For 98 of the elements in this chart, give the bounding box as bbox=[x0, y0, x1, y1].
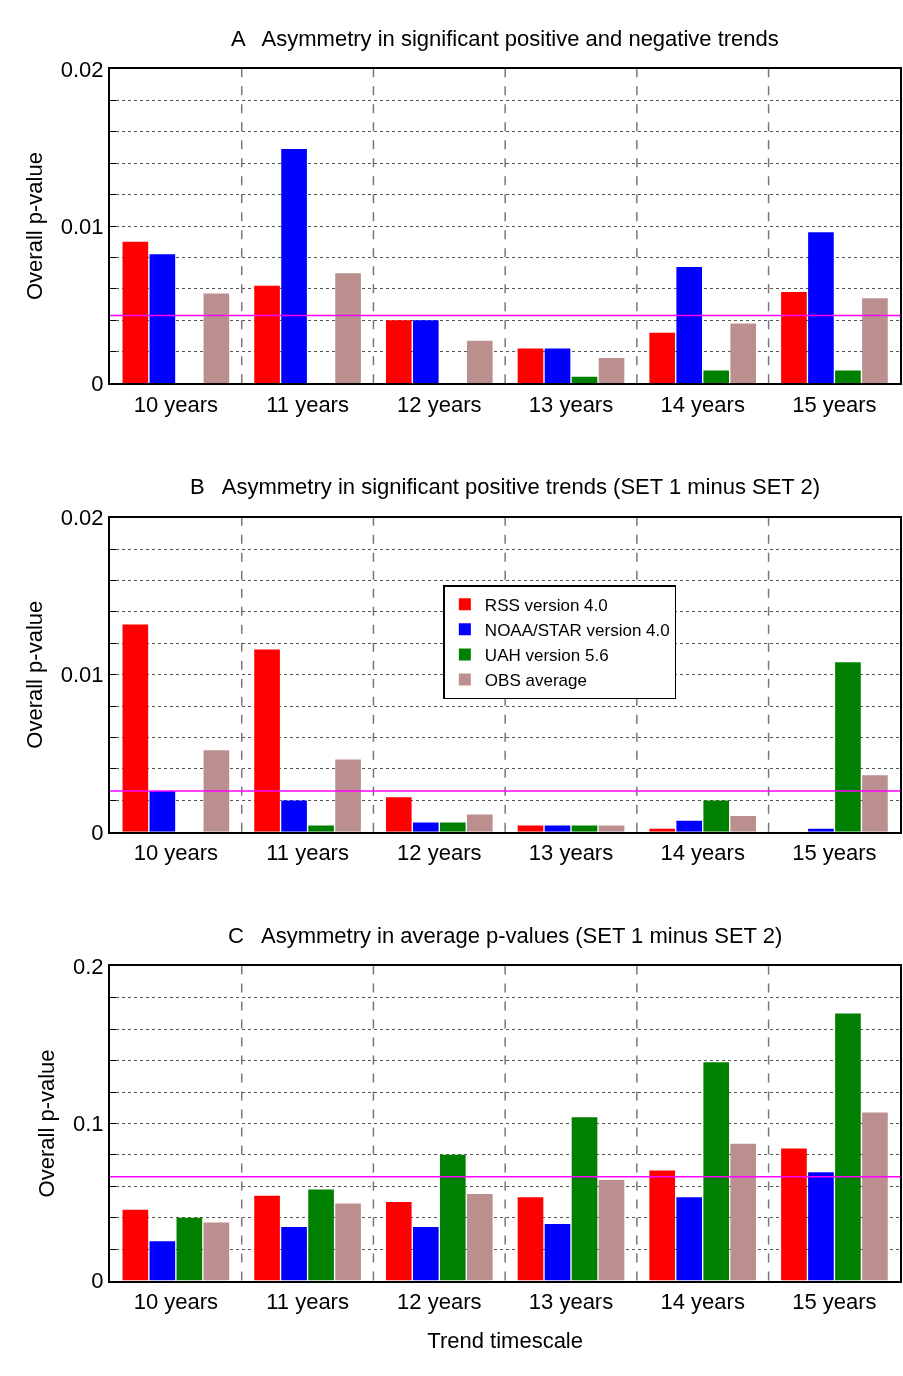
bar bbox=[730, 816, 757, 832]
legend-label: NOAA/STAR version 4.0 bbox=[484, 620, 670, 640]
x-tick-label: 12 years bbox=[397, 1288, 482, 1314]
y-tick-label: 0.01 bbox=[60, 213, 104, 239]
bar bbox=[598, 358, 625, 384]
bar bbox=[281, 1227, 307, 1281]
bar bbox=[649, 332, 676, 384]
y-tick-label: 0.2 bbox=[73, 954, 104, 980]
bar bbox=[149, 1241, 176, 1281]
bar bbox=[835, 1013, 861, 1281]
bar bbox=[517, 348, 544, 384]
bar bbox=[835, 662, 861, 832]
bar bbox=[281, 149, 307, 384]
bar bbox=[466, 814, 493, 832]
bar bbox=[466, 340, 493, 384]
bar bbox=[203, 1222, 230, 1281]
bar bbox=[862, 775, 888, 832]
chart-title: C Asymmetry in average p-values (SET 1 minus SET 2) bbox=[228, 923, 783, 948]
x-tick-label: 12 years bbox=[397, 840, 482, 866]
bar bbox=[122, 241, 149, 384]
bar bbox=[385, 797, 412, 832]
x-tick-label: 11 years bbox=[266, 840, 349, 866]
bar bbox=[412, 320, 439, 384]
bar bbox=[703, 800, 730, 832]
x-tick-label: 12 years bbox=[397, 391, 482, 417]
x-tick-label: 13 years bbox=[528, 391, 614, 417]
y-tick-label: 0.02 bbox=[60, 56, 104, 82]
bar bbox=[122, 1209, 149, 1281]
legend-label: UAH version 5.6 bbox=[484, 646, 609, 666]
x-tick-label: 13 years bbox=[528, 1288, 614, 1314]
bar bbox=[412, 822, 439, 832]
x-tick-label: 11 years bbox=[266, 391, 349, 417]
bar bbox=[335, 759, 361, 832]
bar bbox=[517, 1197, 544, 1281]
bar bbox=[862, 298, 888, 384]
x-tick-label: 15 years bbox=[792, 840, 877, 866]
legend-label: OBS average bbox=[484, 671, 587, 691]
x-tick-label: 14 years bbox=[660, 391, 745, 417]
bar bbox=[466, 1194, 493, 1281]
bar bbox=[598, 1179, 625, 1281]
legend-label: RSS version 4.0 bbox=[484, 595, 608, 615]
bar bbox=[781, 1148, 807, 1281]
x-tick-label: 14 years bbox=[660, 1288, 745, 1314]
y-axis-title: Overall p-value bbox=[34, 1049, 60, 1198]
bar bbox=[676, 820, 703, 832]
x-axis-title: Trend timescale bbox=[427, 1328, 583, 1354]
chart-title: B Asymmetry in significant positive trends (SET 1 minus SET 2) bbox=[190, 474, 821, 499]
bar bbox=[808, 1172, 834, 1281]
bar bbox=[808, 232, 834, 384]
bar bbox=[439, 822, 466, 832]
y-axis-title: Overall p-value bbox=[22, 152, 48, 301]
bar bbox=[254, 1195, 280, 1281]
bar bbox=[703, 1062, 730, 1281]
bar bbox=[439, 1154, 466, 1281]
x-tick-label: 15 years bbox=[792, 391, 877, 417]
bar bbox=[203, 293, 230, 384]
bar bbox=[862, 1112, 888, 1281]
y-axis-title: Overall p-value bbox=[22, 600, 48, 749]
y-tick-label: 0 bbox=[91, 370, 104, 396]
bar bbox=[544, 1223, 571, 1281]
bar bbox=[730, 323, 757, 384]
bar bbox=[254, 285, 280, 384]
bar bbox=[281, 800, 307, 832]
bar bbox=[203, 750, 230, 832]
bar bbox=[122, 624, 149, 832]
bar bbox=[730, 1143, 757, 1281]
bar bbox=[676, 266, 703, 384]
y-tick-label: 0.02 bbox=[60, 505, 104, 531]
bar bbox=[254, 649, 280, 832]
bar bbox=[335, 273, 361, 384]
x-tick-label: 11 years bbox=[266, 1288, 349, 1314]
bar bbox=[544, 348, 571, 384]
x-tick-label: 10 years bbox=[133, 1288, 219, 1314]
bar bbox=[835, 370, 861, 384]
x-tick-label: 15 years bbox=[792, 1288, 877, 1314]
bar bbox=[385, 1201, 412, 1281]
bar bbox=[571, 1117, 598, 1281]
bar bbox=[676, 1197, 703, 1281]
bar bbox=[149, 254, 176, 384]
bar bbox=[412, 1227, 439, 1281]
bar bbox=[571, 376, 598, 384]
bar bbox=[703, 370, 730, 384]
y-tick-label: 0 bbox=[91, 819, 104, 845]
bar bbox=[649, 1170, 676, 1281]
y-tick-label: 0.01 bbox=[60, 662, 104, 688]
x-tick-label: 10 years bbox=[133, 391, 219, 417]
y-tick-label: 0 bbox=[91, 1268, 104, 1294]
chart-title: A Asymmetry in significant positive and negative trends bbox=[231, 26, 779, 51]
bar bbox=[308, 1189, 334, 1281]
bar bbox=[781, 292, 807, 384]
x-tick-label: 13 years bbox=[528, 840, 614, 866]
bar bbox=[385, 320, 412, 384]
x-tick-label: 10 years bbox=[133, 840, 219, 866]
y-tick-label: 0.1 bbox=[73, 1111, 104, 1137]
x-tick-label: 14 years bbox=[660, 840, 745, 866]
bar bbox=[149, 790, 176, 832]
bar bbox=[335, 1203, 361, 1281]
bar bbox=[176, 1217, 203, 1281]
